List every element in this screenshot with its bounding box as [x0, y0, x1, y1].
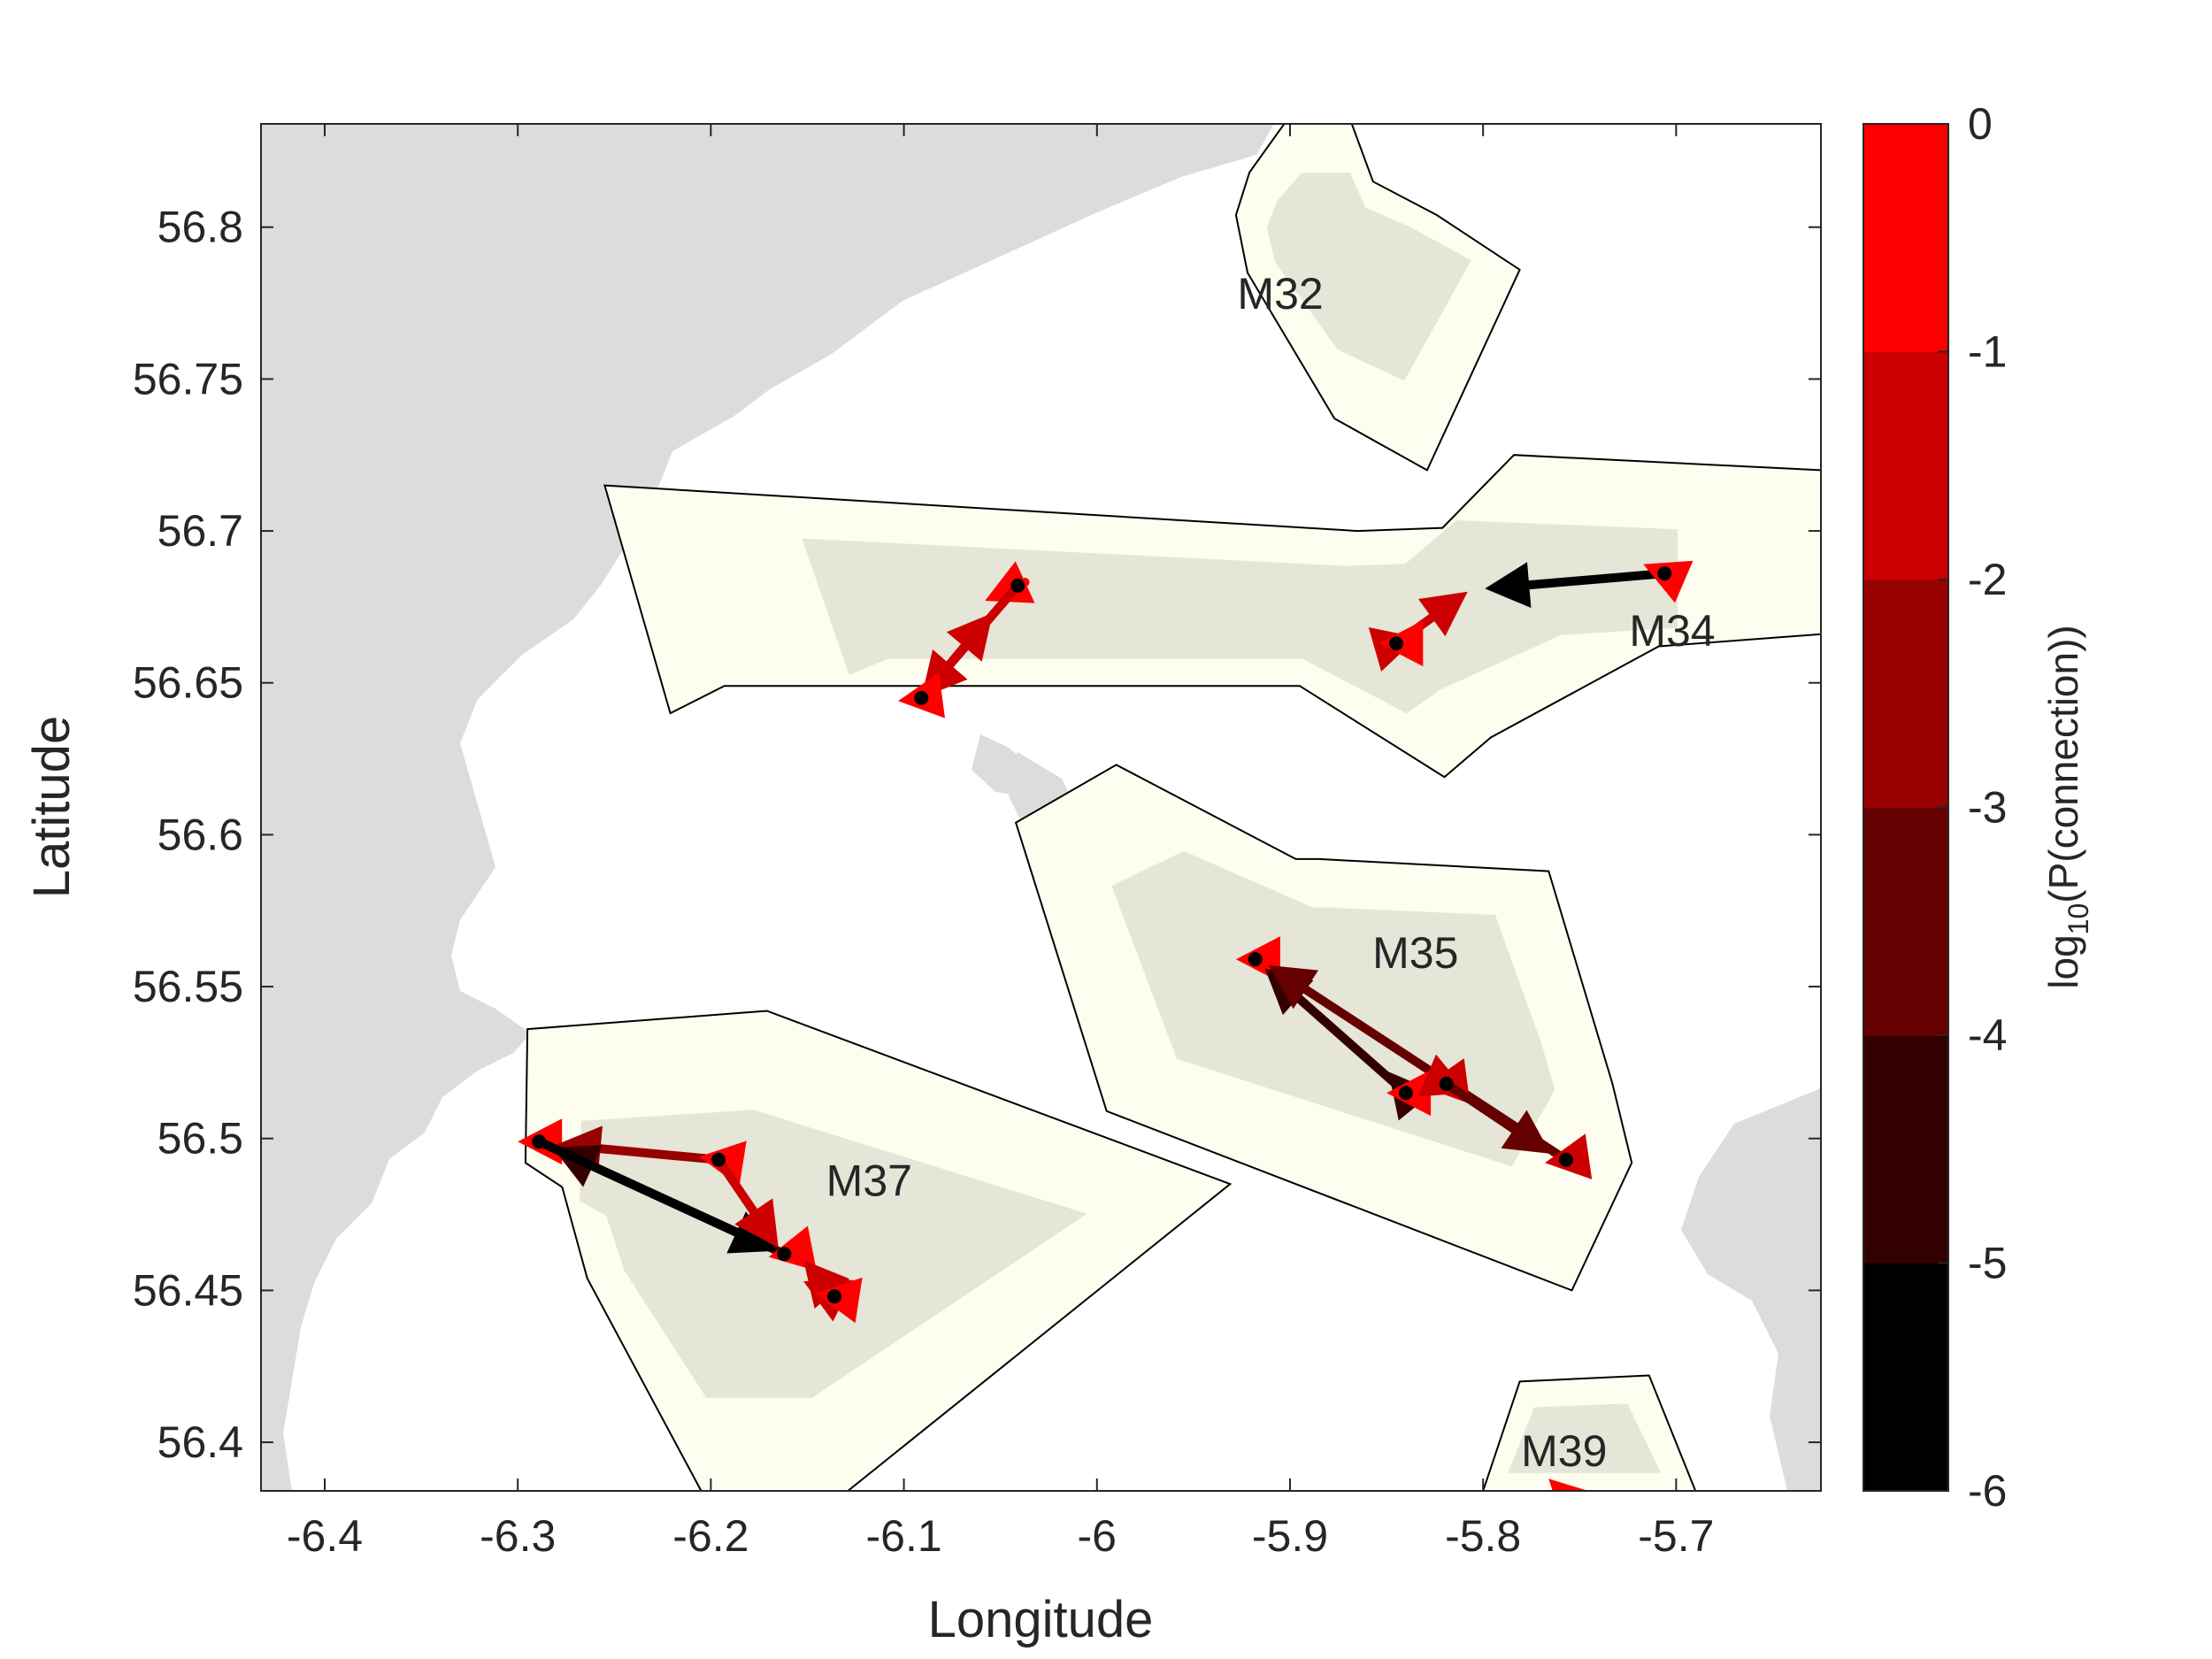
region-label-m32: M32: [1237, 269, 1323, 319]
y-tick-label: 56.6: [157, 810, 243, 859]
connection-arrowhead: [1269, 965, 1318, 1010]
y-tick-label: 56.45: [133, 1265, 243, 1315]
y-tick-label: 56.8: [157, 203, 243, 252]
region-depth-shading-m32: [1266, 173, 1471, 381]
connection-shaft: [534, 1137, 741, 1237]
map-area: M32 M34 M35 M37 M39: [261, 124, 1821, 1491]
release-site-dot: [1439, 1076, 1454, 1091]
release-site-dot: [777, 1247, 792, 1262]
mainland-land-mass: [261, 124, 1274, 1491]
release-site-dot: [1558, 1152, 1573, 1167]
region-depth-shading-m39: [1508, 1403, 1662, 1473]
plot-frame: [260, 123, 1822, 1492]
release-site-dot: [1388, 636, 1403, 651]
release-site-dot: [532, 1134, 547, 1149]
connection-arrow: [1485, 562, 1670, 608]
region-label-m34: M34: [1629, 606, 1715, 656]
connection-arrowhead: [1643, 560, 1694, 603]
x-tick-label: -6: [1078, 1511, 1117, 1561]
release-site-dot: [914, 690, 929, 705]
colorbar-band: [1863, 807, 1948, 1036]
connection-arrowhead: [1501, 1110, 1551, 1154]
connection-arrow: [714, 1155, 779, 1248]
connection-arrow: [1643, 560, 1694, 603]
connection-shaft: [714, 1155, 758, 1216]
region-labels: M32 M34 M35 M37 M39: [826, 269, 1716, 1476]
colorbar-tick-label: 0: [1968, 99, 1993, 149]
colorbar-band: [1863, 580, 1948, 808]
colorbar-tick-label: -6: [1968, 1466, 2007, 1516]
colorbar-band: [1863, 1035, 1948, 1263]
colorbar-band: [1863, 1263, 1948, 1492]
connection-arrowhead: [803, 1260, 850, 1309]
release-site-dot: [1010, 578, 1025, 593]
colorbar-tick-label: -5: [1968, 1239, 2007, 1288]
release-site-dot: [1657, 566, 1672, 581]
connection-arrowhead: [1485, 562, 1532, 608]
x-tick-label: -6.2: [672, 1511, 749, 1561]
release-site-dot: [1248, 952, 1263, 967]
colorbar-tick-label: -1: [1968, 327, 2007, 377]
release-sites: [532, 566, 1672, 1304]
region-label-m39: M39: [1521, 1426, 1607, 1476]
x-axis-label: Longitude: [928, 1591, 1154, 1648]
y-axis-label: Latitude: [23, 716, 81, 898]
colorbar-band: [1863, 124, 1948, 352]
y-tick-label: 56.4: [157, 1417, 243, 1467]
x-tick-label: -5.9: [1252, 1511, 1328, 1561]
connection-shaft: [1294, 993, 1410, 1098]
connection-arrow: [1548, 1479, 1589, 1491]
connection-shaft: [1525, 569, 1670, 590]
connection-arrowhead: [985, 561, 1035, 603]
y-tick-label: 56.55: [133, 962, 243, 1011]
colorbar-tick-label: -4: [1968, 1010, 2007, 1060]
colorbar-label: log10(P(connection)): [2040, 625, 2094, 988]
region-depth-shading-m34: [802, 520, 1678, 714]
colorbar-band: [1863, 351, 1948, 580]
southeast-land-mass: [1681, 1088, 1821, 1491]
y-tick-label: 56.65: [133, 658, 243, 708]
connection-arrowhead: [1418, 591, 1468, 637]
region-polygons: [524, 124, 1821, 1491]
x-tick-label: -5.7: [1638, 1511, 1714, 1561]
axis-ticks: -6.4 -6.3 -6.2 -6.1 -6 -5.9 -5.8 -5.7 56.4 56.45 5…: [133, 124, 1821, 1561]
release-site-dot: [711, 1152, 726, 1167]
connection-arrowhead: [1548, 1479, 1589, 1491]
release-site-dot: [827, 1289, 842, 1304]
region-depth-shading-m37: [580, 1110, 1087, 1398]
region-label-m37: M37: [826, 1156, 912, 1205]
connection-shaft: [1441, 1079, 1518, 1134]
connection-shaft: [595, 1144, 724, 1164]
x-tick-label: -6.4: [287, 1511, 363, 1561]
y-tick-label: 56.7: [157, 506, 243, 556]
colorbar-tick-label: -2: [1968, 555, 2007, 604]
release-site-dot: [1398, 1086, 1413, 1101]
x-tick-label: -6.1: [865, 1511, 941, 1561]
colorbar: 0 -1 -2 -3 -4 -5 -6: [1863, 99, 2007, 1516]
region-label-m35: M35: [1372, 928, 1458, 978]
connection-arrowhead: [734, 1198, 779, 1248]
colorbar-tick-label: -3: [1968, 783, 2007, 833]
y-tick-label: 56.5: [157, 1114, 243, 1164]
connection-arrowhead: [946, 612, 993, 662]
connection-arrow: [1441, 1079, 1551, 1154]
x-tick-label: -5.8: [1445, 1511, 1521, 1561]
x-tick-label: -6.3: [480, 1511, 556, 1561]
y-tick-label: 56.75: [133, 354, 243, 403]
